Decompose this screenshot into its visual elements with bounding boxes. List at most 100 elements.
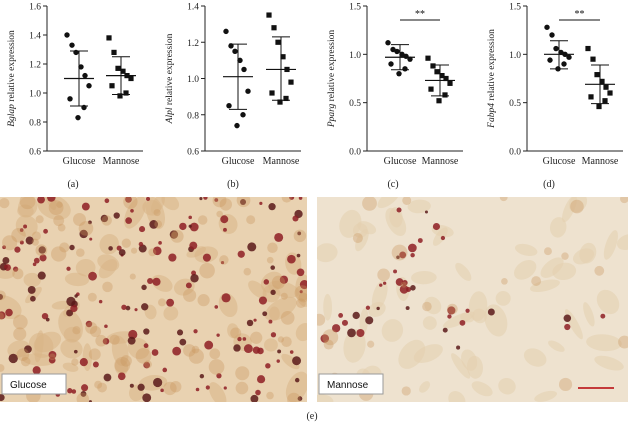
stain-dot xyxy=(23,224,28,229)
cell xyxy=(442,311,475,329)
micrograph-background xyxy=(0,197,307,402)
stain-dot xyxy=(125,305,131,311)
stain-dot xyxy=(352,311,360,320)
stain-dot xyxy=(195,387,200,392)
stain-dot xyxy=(141,303,149,311)
stain-dot xyxy=(270,289,276,296)
stain-dot xyxy=(143,343,149,349)
stain-dot xyxy=(24,345,32,354)
stain-dot xyxy=(199,197,203,201)
cytoplasm xyxy=(277,336,285,343)
stain-dot xyxy=(145,197,151,201)
stain-dot xyxy=(338,313,344,318)
stain-dot xyxy=(410,252,415,258)
stain-dot xyxy=(0,293,4,300)
stain-dot xyxy=(459,319,466,326)
panel-caption-e: (e) xyxy=(306,411,317,422)
cytoplasm xyxy=(153,209,161,217)
data-point xyxy=(275,39,281,45)
stain-dot xyxy=(270,265,276,270)
cell xyxy=(616,234,628,251)
stain-dot xyxy=(265,363,271,369)
stain-dot xyxy=(80,391,87,397)
stain-dot xyxy=(410,285,416,291)
cytoplasm xyxy=(78,221,94,236)
stain-dot xyxy=(152,277,161,286)
stain-dot xyxy=(33,257,40,264)
cytoplasm xyxy=(235,366,250,381)
data-point xyxy=(115,65,121,71)
cell xyxy=(62,362,79,372)
stain-dot xyxy=(104,324,108,329)
data-point xyxy=(283,95,289,102)
cytoplasm xyxy=(212,197,227,208)
stain-dot xyxy=(25,236,34,245)
stain-dot xyxy=(341,319,349,326)
stain-dot xyxy=(216,373,222,379)
cytoplasm xyxy=(499,197,508,202)
stain-dot xyxy=(216,333,220,337)
cell xyxy=(60,338,83,359)
cytoplasm xyxy=(0,312,5,320)
stain-dot xyxy=(153,377,163,388)
data-point xyxy=(434,69,440,75)
stain-dot xyxy=(188,215,192,220)
chart-panel: 0.0 0.5 1.0 1.5 Fabp4 relative expression Glu… xyxy=(487,3,623,190)
cytoplasm xyxy=(170,229,184,243)
stain-dot xyxy=(442,327,448,333)
micrograph-label-box xyxy=(318,373,384,395)
cytoplasm xyxy=(570,199,584,214)
cell xyxy=(339,209,362,238)
cytoplasm xyxy=(422,301,432,312)
stain-dot xyxy=(408,243,417,253)
data-point xyxy=(120,68,126,74)
stain-dot xyxy=(299,280,307,290)
stain-dot xyxy=(424,210,428,214)
x-category-label: Glucose xyxy=(222,156,255,167)
cytoplasm xyxy=(235,381,249,395)
stain-dot xyxy=(185,282,192,289)
cell xyxy=(422,316,437,330)
stain-dot xyxy=(85,320,93,328)
stain-dot xyxy=(399,251,407,259)
stain-dot xyxy=(2,245,7,250)
cell xyxy=(114,359,129,376)
stain-dot xyxy=(252,346,261,354)
cytoplasm xyxy=(197,215,208,225)
stain-dot xyxy=(253,318,257,322)
cytoplasm xyxy=(183,344,196,357)
y-axis-label-rest: relative expression xyxy=(487,29,497,103)
cell xyxy=(75,258,96,277)
cell xyxy=(357,221,377,235)
data-point xyxy=(443,75,449,82)
cytoplasm xyxy=(362,197,377,211)
data-point xyxy=(266,12,272,18)
data-point xyxy=(544,24,550,30)
stain-dot xyxy=(221,293,231,303)
panel-caption: (c) xyxy=(387,179,398,190)
cell xyxy=(355,229,369,252)
panel-caption: (a) xyxy=(67,179,78,190)
stain-dot xyxy=(297,231,302,236)
stain-dot xyxy=(250,394,259,402)
x-category-label: Mannose xyxy=(103,156,140,167)
stain-dot xyxy=(128,329,138,340)
cytoplasm xyxy=(323,339,334,350)
stain-dot xyxy=(203,197,208,200)
cytoplasm xyxy=(447,303,458,315)
cytoplasm xyxy=(298,292,307,303)
cell xyxy=(514,259,537,280)
cytoplasm xyxy=(12,314,28,330)
y-axis-label-gene: Bglap xyxy=(7,104,17,127)
cytoplasm xyxy=(236,197,251,208)
cytoplasm xyxy=(135,348,152,364)
cell xyxy=(317,243,338,263)
y-axis-label: Pparg relative expression xyxy=(327,30,337,129)
cytoplasm xyxy=(13,327,27,341)
y-tick-label: 1.0 xyxy=(349,51,361,61)
stain-dot xyxy=(102,337,110,345)
stain-dot xyxy=(447,306,456,315)
cytoplasm xyxy=(243,267,252,276)
stain-dot xyxy=(129,383,134,388)
